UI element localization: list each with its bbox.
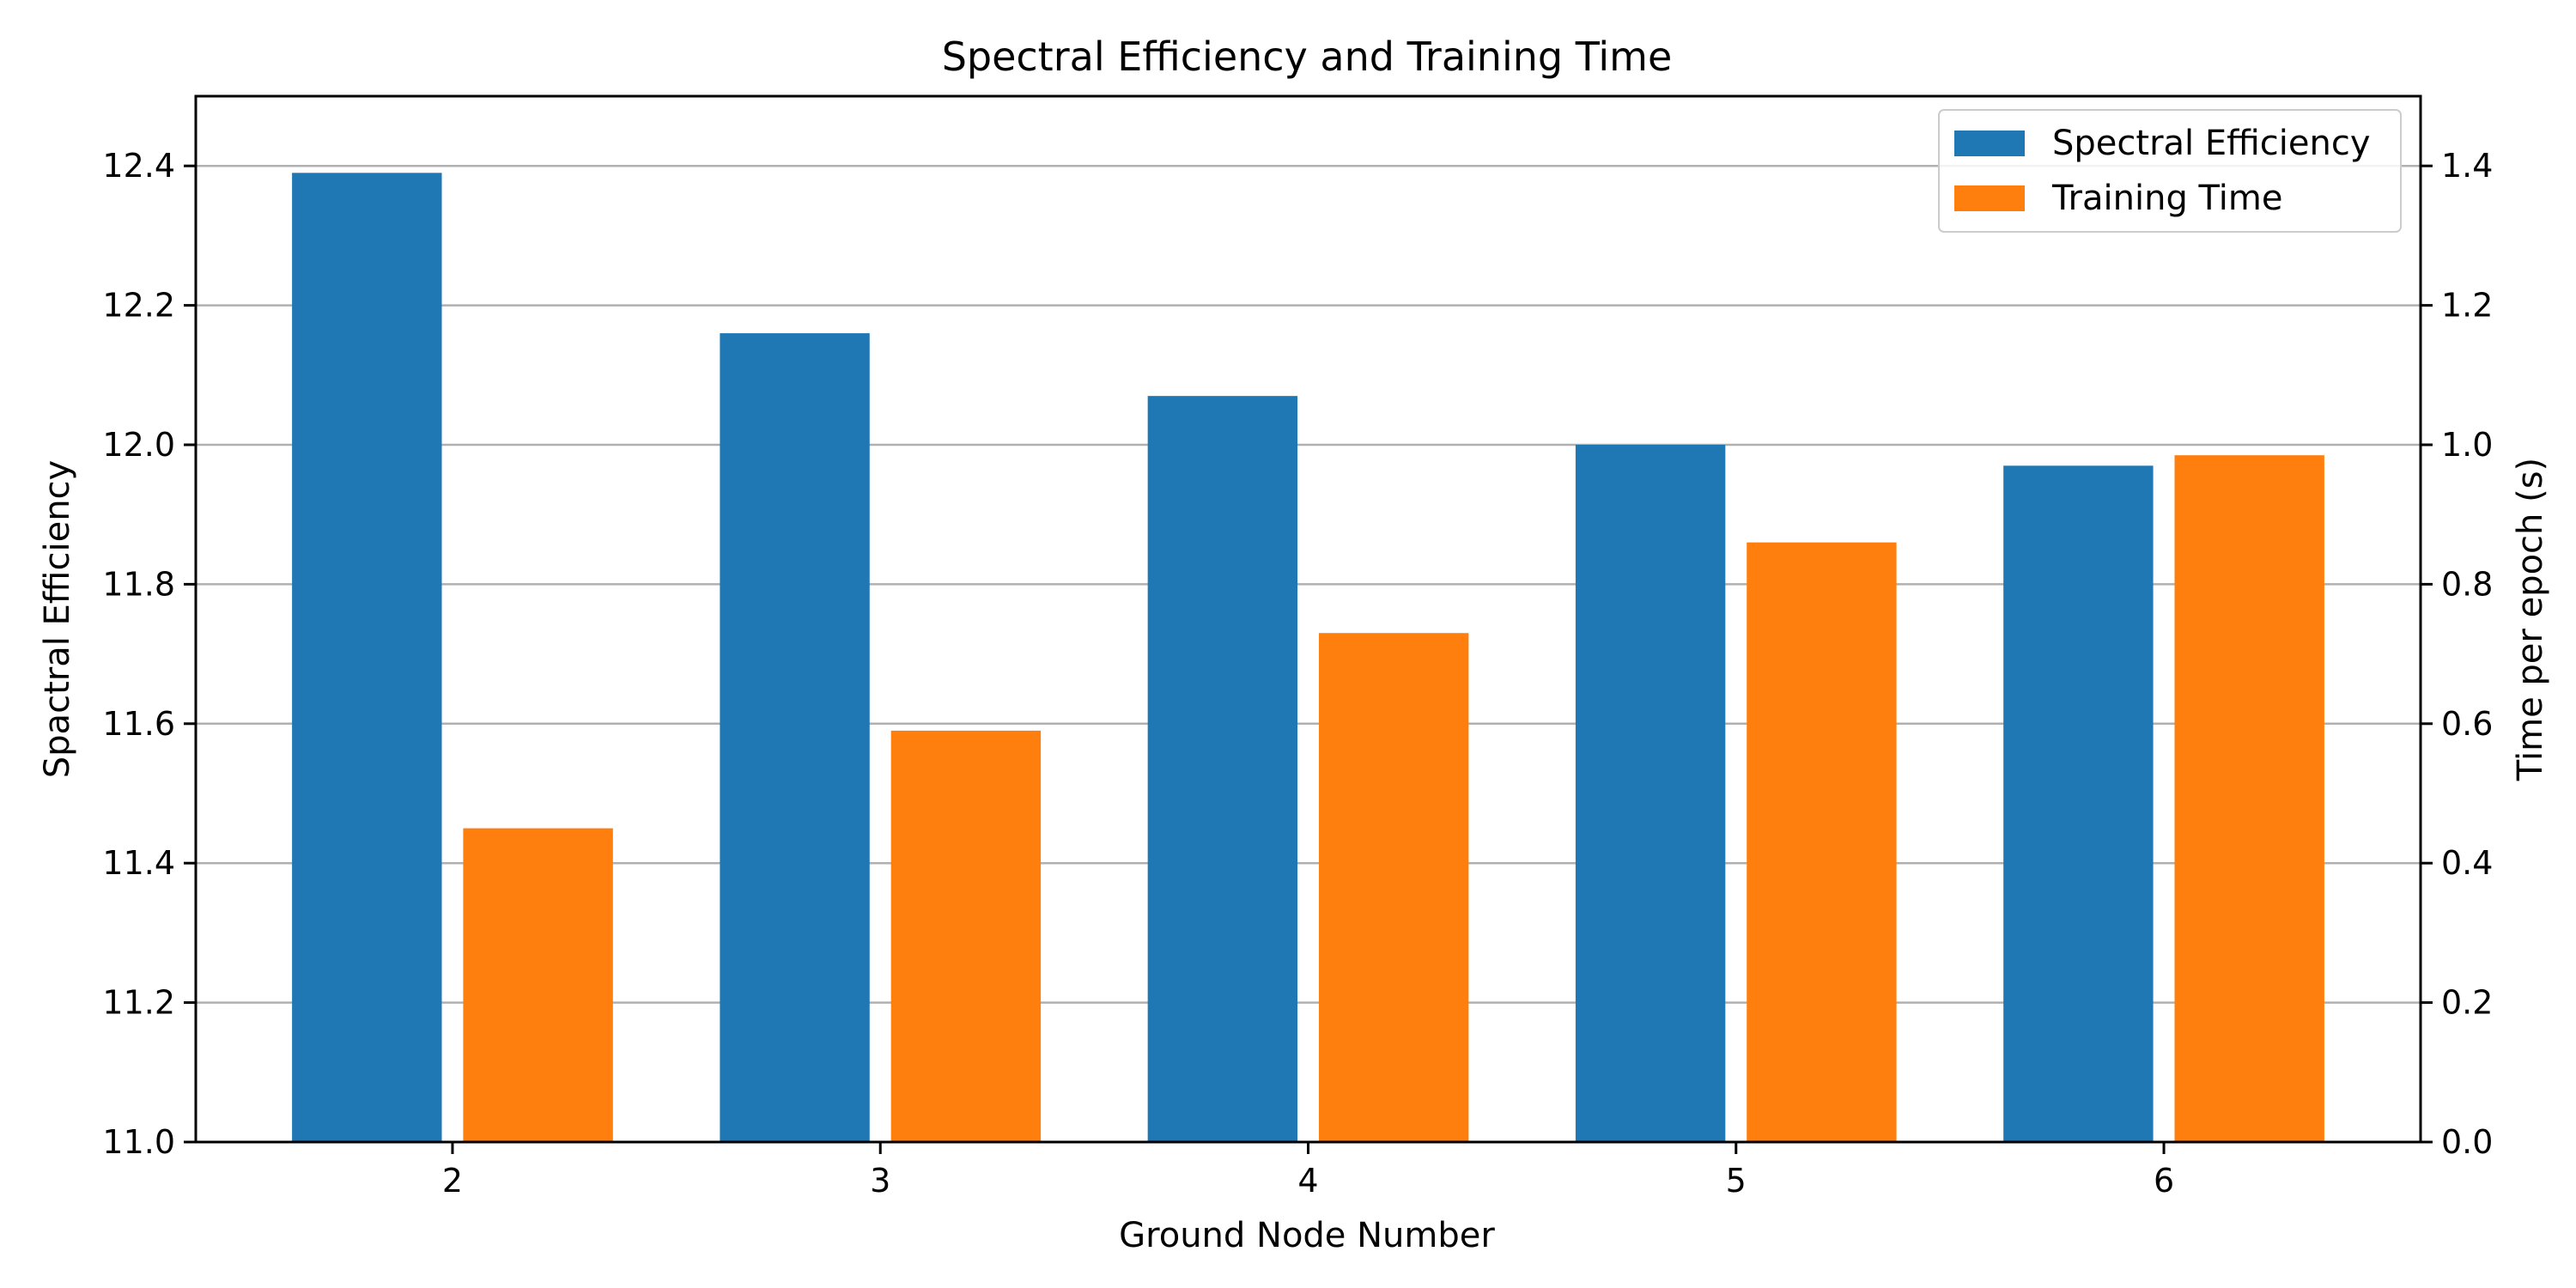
y-tick-label: 12.0: [102, 426, 175, 464]
bar-training-time: [2174, 455, 2324, 1142]
legend-label-spectral-efficiency: Spectral Efficiency: [2052, 124, 2371, 163]
x-tick-label: 2: [442, 1162, 463, 1200]
y2-tick-label: 0.6: [2441, 705, 2493, 743]
y2-tick-label: 0.8: [2441, 565, 2493, 603]
bar-training-time: [1747, 542, 1897, 1142]
bar-spectral-efficiency: [292, 173, 442, 1142]
x-tick-label: 4: [1297, 1162, 1318, 1200]
bar-training-time: [890, 730, 1042, 1142]
x-tick-label: 6: [2154, 1162, 2174, 1200]
y-tick-label: 12.4: [102, 147, 175, 185]
legend-swatch-training-time: [1954, 185, 2025, 211]
x-axis-ticks: 2 3 4 5 6: [442, 1142, 2174, 1200]
bar-spectral-efficiency: [1147, 396, 1298, 1142]
bar-spectral-efficiency: [720, 333, 870, 1143]
legend-box: [1938, 109, 2402, 233]
legend: Spectral Efficiency Training Time: [1938, 109, 2402, 233]
chart-title: Spectral Efficiency and Training Time: [942, 33, 1673, 80]
y2-tick-label: 0.2: [2441, 984, 2493, 1022]
y2-tick-label: 1.2: [2441, 287, 2493, 325]
right-y-axis-label: Time per epoch (s): [2511, 458, 2550, 781]
x-tick-label: 3: [870, 1162, 890, 1200]
y-tick-label: 11.0: [102, 1123, 175, 1161]
bar-training-time: [463, 828, 613, 1142]
bars: [292, 173, 2324, 1143]
legend-label-training-time: Training Time: [2051, 179, 2282, 218]
y2-tick-label: 1.0: [2441, 426, 2493, 464]
y2-tick-label: 0.0: [2441, 1123, 2493, 1161]
bar-spectral-efficiency: [1575, 445, 1726, 1142]
bar-spectral-efficiency: [2003, 465, 2154, 1142]
legend-swatch-spectral-efficiency: [1954, 131, 2025, 156]
y-tick-label: 11.8: [102, 565, 175, 603]
y-tick-label: 11.6: [102, 705, 175, 743]
y-tick-label: 11.4: [102, 844, 175, 882]
x-axis-label: Ground Node Number: [1119, 1216, 1495, 1255]
y2-tick-label: 1.4: [2441, 147, 2493, 185]
left-y-axis-label: Spactral Efficiency: [38, 460, 77, 778]
y2-tick-label: 0.4: [2441, 844, 2493, 882]
bar-training-time: [1318, 633, 1469, 1142]
left-y-axis-ticks: 11.0 11.2 11.4 11.6 11.8 12.0 12.2 12.4: [102, 147, 196, 1161]
y-tick-label: 11.2: [102, 984, 175, 1022]
y-tick-label: 12.2: [102, 287, 175, 325]
right-y-axis-ticks: 0.0 0.2 0.4 0.6 0.8 1.0 1.2 1.4: [2421, 147, 2493, 1161]
x-tick-label: 5: [1726, 1162, 1747, 1200]
